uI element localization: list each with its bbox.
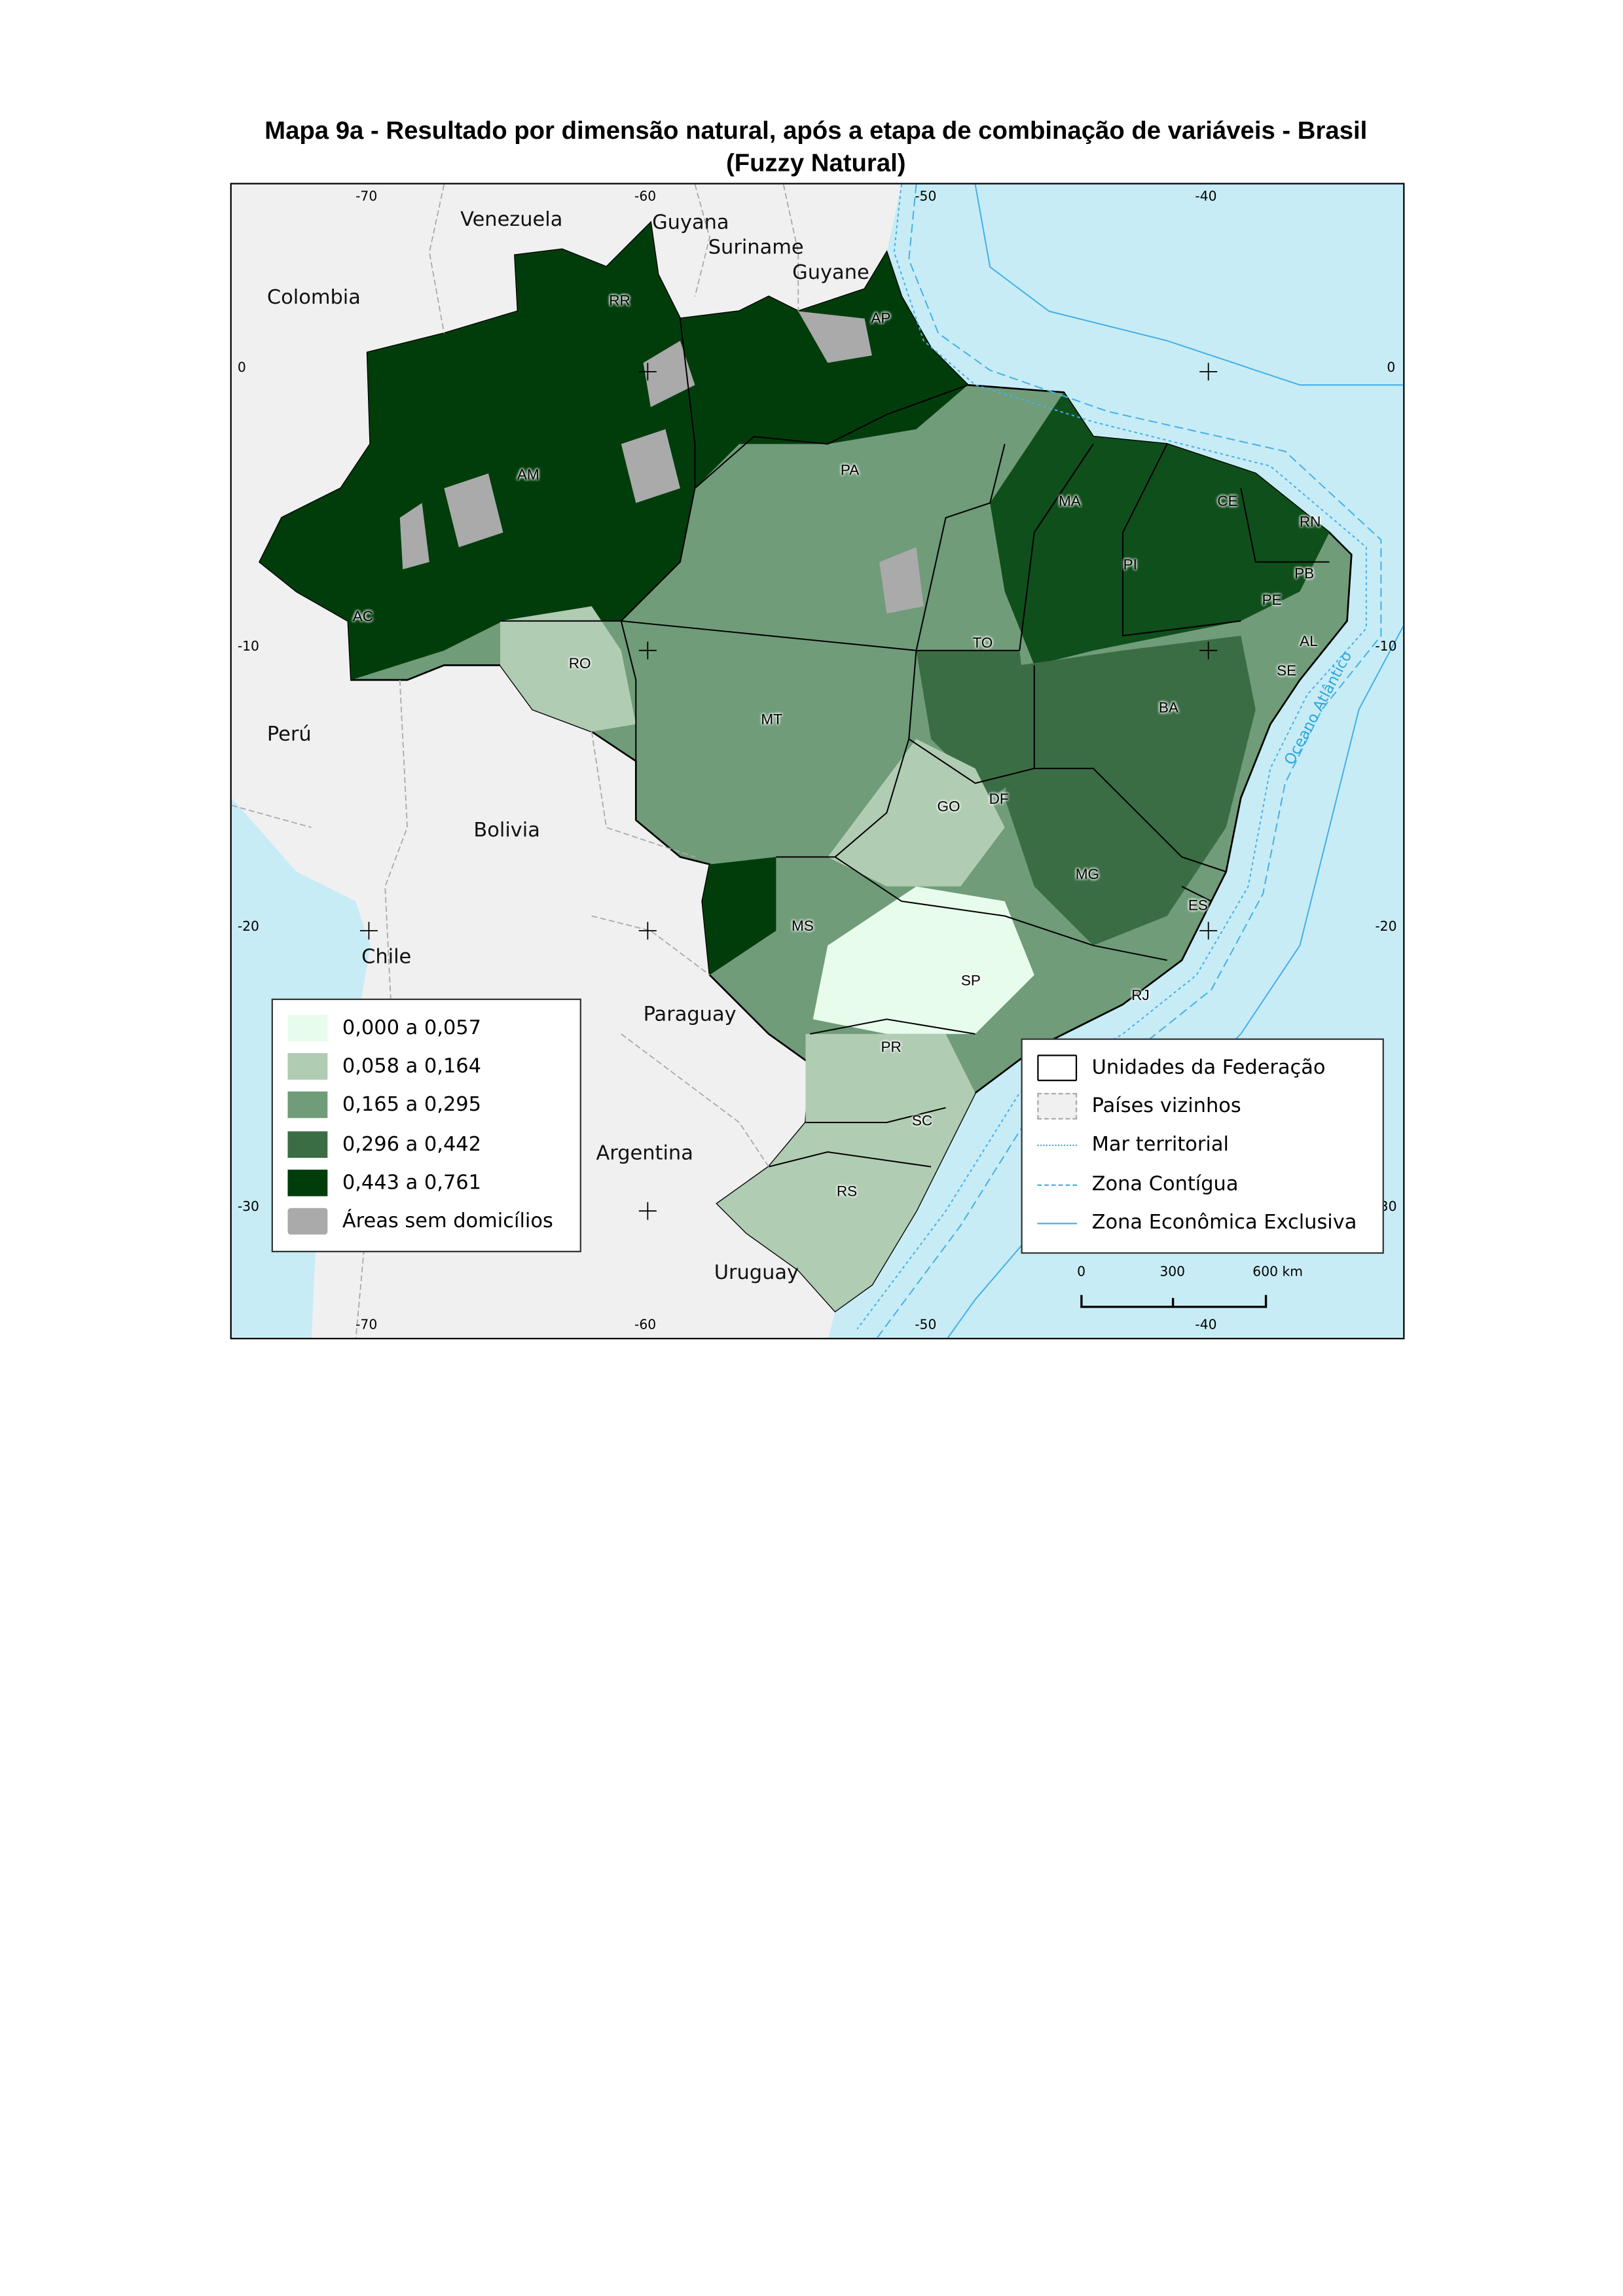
- legend-label: Países vizinhos: [1091, 1094, 1241, 1119]
- lat-label: -10: [237, 640, 259, 655]
- state-label: RN: [1299, 514, 1321, 531]
- state-label: MA: [1058, 493, 1081, 511]
- state-label: RS: [836, 1184, 858, 1201]
- legend-label: 0,296 a 0,442: [342, 1132, 482, 1157]
- map-subtitle: (Fuzzy Natural): [725, 149, 906, 177]
- region-dark-northeast: [990, 392, 1330, 666]
- state-label: DF: [989, 792, 1009, 808]
- state-label: SE: [1277, 664, 1297, 680]
- class-legend: 0,000 a 0,057 0,058 a 0,164 0,165 a 0,29…: [271, 998, 581, 1253]
- lon-label: -70: [356, 190, 378, 206]
- lon-label: -40: [1195, 1318, 1217, 1334]
- legend-label: 0,165 a 0,295: [342, 1092, 482, 1117]
- legend-swatch: [287, 1014, 328, 1042]
- state-label: AC: [352, 609, 374, 626]
- scale-label: 600 km: [1252, 1265, 1303, 1281]
- graticule-crosses: [359, 363, 1218, 1220]
- state-label: RR: [609, 293, 630, 310]
- legend-item: 0,165 a 0,295: [287, 1090, 481, 1119]
- legend-item: 0,058 a 0,164: [287, 1052, 481, 1081]
- state-label: PE: [1262, 592, 1282, 609]
- region-dark-ms: [702, 857, 776, 975]
- legend-label: Áreas sem domicílios: [342, 1209, 553, 1234]
- state-label: PA: [840, 463, 860, 480]
- neighbor-country-symbol: [1037, 1092, 1078, 1120]
- state-label: PI: [1123, 557, 1137, 574]
- contiguous-zone-symbol: [1037, 1183, 1078, 1185]
- legend-swatch: [287, 1170, 328, 1196]
- region-medium-center: [1004, 636, 1256, 946]
- state-label: TO: [972, 636, 993, 653]
- state-label: RO: [568, 656, 591, 673]
- state-label: SC: [911, 1113, 933, 1130]
- state-label: CE: [1217, 493, 1238, 511]
- legend-item: Mar territorial: [1037, 1130, 1229, 1159]
- region-light-south: [717, 1033, 976, 1312]
- state-boundary-symbol: [1037, 1054, 1078, 1081]
- legend-swatch: [287, 1131, 328, 1158]
- lat-label: 0: [237, 361, 246, 376]
- region-light-center: [828, 739, 1005, 887]
- lon-label: -70: [356, 1318, 378, 1334]
- state-label: AM: [517, 467, 539, 484]
- choropleth-classes: [259, 223, 1330, 1312]
- legend-label: Zona Contígua: [1091, 1172, 1239, 1196]
- map-frame: [230, 183, 1405, 1340]
- legend-label: Mar territorial: [1091, 1132, 1229, 1157]
- state-label: MS: [792, 918, 814, 935]
- scale-label: 300: [1159, 1265, 1186, 1281]
- map-title: Mapa 9a - Resultado por dimensão natural…: [264, 117, 1368, 145]
- state-label: BA: [1158, 700, 1178, 717]
- legend-label: Zona Econômica Exclusiva: [1091, 1211, 1357, 1235]
- no-household-areas: [399, 311, 924, 614]
- legend-item: Países vizinhos: [1037, 1092, 1241, 1121]
- region-light-ro: [500, 606, 636, 732]
- legend-item: 0,296 a 0,442: [287, 1130, 481, 1159]
- lon-label: -50: [915, 1318, 937, 1334]
- lat-label: -20: [1375, 920, 1397, 935]
- state-label: RJ: [1131, 988, 1150, 1005]
- legend-item: Áreas sem domicílios: [287, 1206, 553, 1236]
- region-medium-tocantins: [916, 650, 1034, 798]
- legend-label: 0,058 a 0,164: [342, 1054, 482, 1079]
- legend-swatch: [287, 1091, 328, 1119]
- state-label: ES: [1188, 898, 1208, 915]
- lon-label: -50: [915, 190, 937, 206]
- lat-label: -20: [237, 920, 259, 935]
- state-label: MT: [761, 712, 782, 729]
- legend-item: Zona Econômica Exclusiva: [1037, 1208, 1357, 1238]
- legend-label: 0,443 a 0,761: [342, 1171, 482, 1195]
- legend-label: Unidades da Federação: [1091, 1056, 1326, 1080]
- neighbor-borders: [231, 184, 799, 1338]
- state-boundaries: [500, 318, 1330, 1168]
- territorial-sea-symbol: [1037, 1143, 1078, 1145]
- lat-label: 0: [1387, 361, 1396, 376]
- legend-item: 0,000 a 0,057: [287, 1013, 481, 1043]
- state-label: PB: [1294, 566, 1315, 583]
- legend-swatch: [287, 1053, 328, 1080]
- boundary-legend: Unidades da Federação Países vizinhos Ma…: [1021, 1038, 1384, 1254]
- lon-label: -60: [634, 1318, 657, 1334]
- legend-item: Zona Contígua: [1037, 1170, 1238, 1199]
- state-label: PR: [881, 1039, 902, 1056]
- state-label: MG: [1075, 867, 1100, 884]
- region-dark-north: [259, 223, 968, 680]
- eez-symbol: [1037, 1222, 1078, 1224]
- scale-label: 0: [1077, 1265, 1086, 1281]
- lat-label: -10: [1375, 640, 1397, 655]
- legend-item: Unidades da Federação: [1037, 1053, 1326, 1083]
- lat-label: -30: [237, 1200, 259, 1215]
- state-label: GO: [937, 799, 960, 816]
- scale-bar: [1080, 1295, 1267, 1308]
- region-light-southeast: [812, 886, 1034, 1034]
- legend-swatch: [287, 1208, 328, 1235]
- state-label: SP: [960, 973, 981, 990]
- state-label: AP: [871, 311, 891, 328]
- lon-label: -60: [634, 190, 657, 206]
- state-label: AL: [1300, 634, 1318, 651]
- legend-label: 0,000 a 0,057: [342, 1016, 482, 1040]
- lon-label: -40: [1195, 190, 1217, 206]
- map-canvas: [231, 184, 1404, 1338]
- legend-item: 0,443 a 0,761: [287, 1168, 481, 1198]
